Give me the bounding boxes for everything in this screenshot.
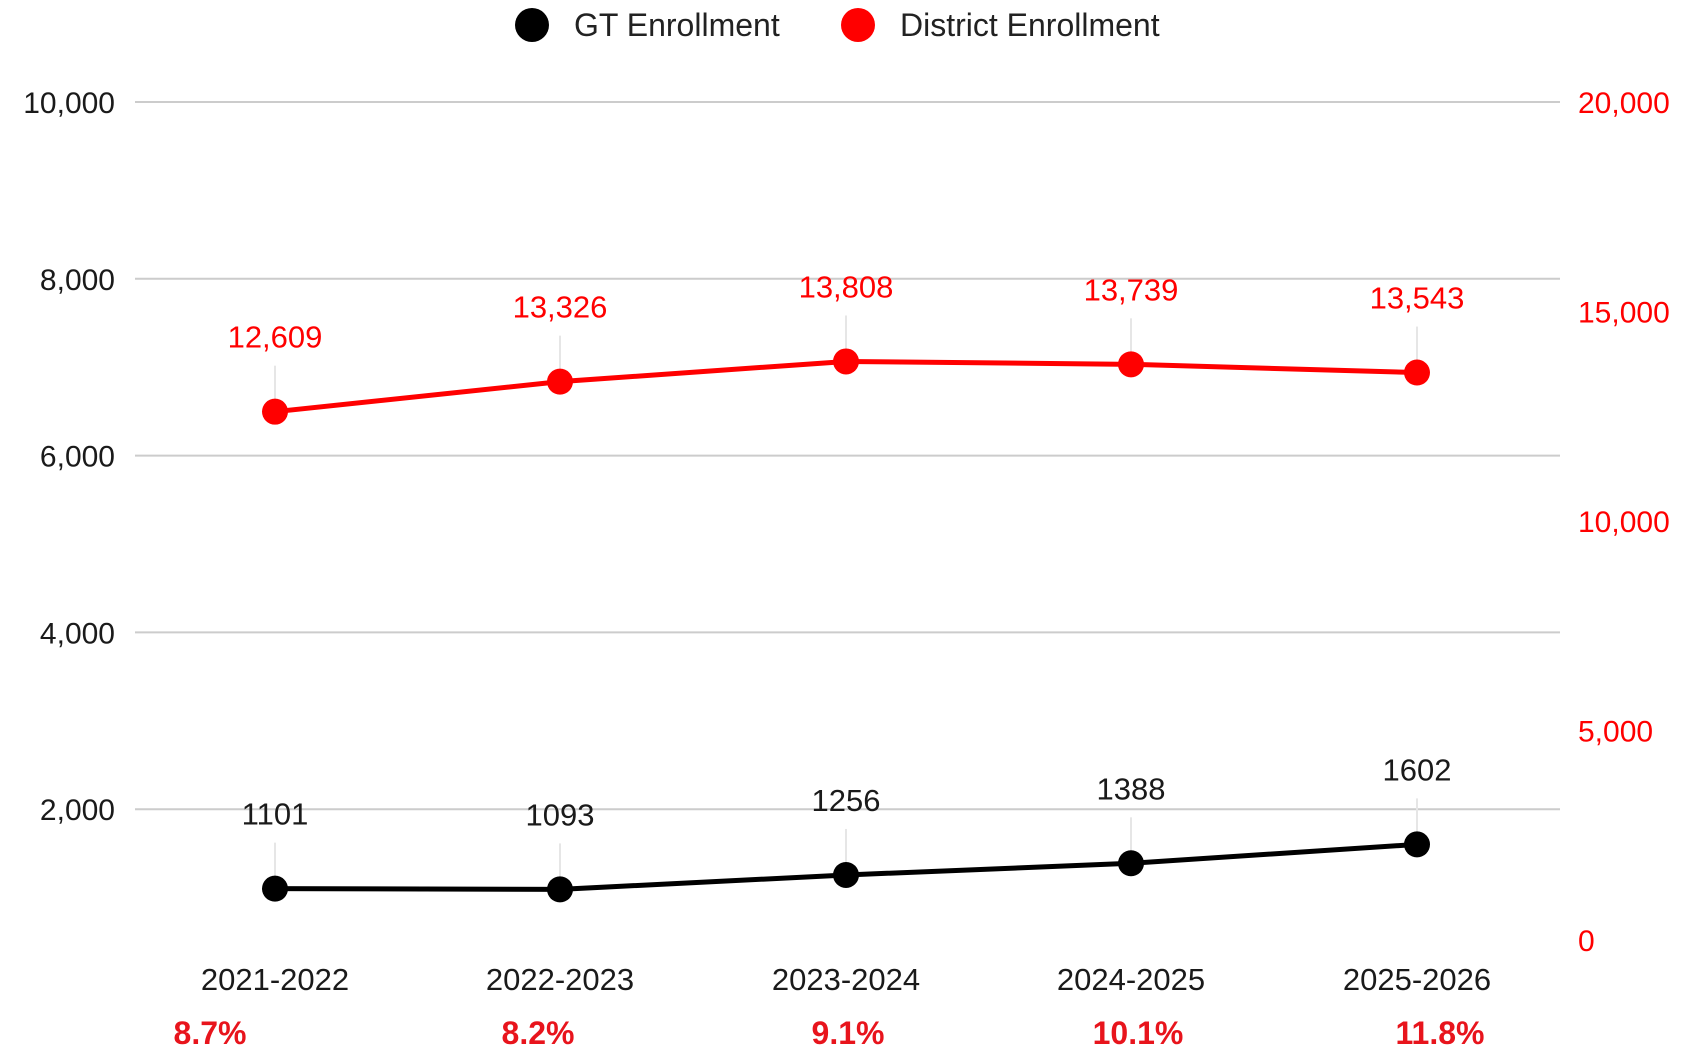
gridlines bbox=[135, 101, 1560, 811]
percent-label: 9.1% bbox=[812, 1015, 885, 1049]
data-point[interactable] bbox=[833, 348, 859, 375]
category-label: 2021-2022 bbox=[201, 962, 349, 997]
left-tick-label: 2,000 bbox=[40, 794, 115, 827]
x-axis: 2021-2022 2022-2023 2023-2024 2024-2025 2025… bbox=[201, 962, 1491, 997]
data-label: 1101 bbox=[242, 797, 309, 832]
data-label: 13,739 bbox=[1084, 272, 1179, 307]
left-tick-label: 4,000 bbox=[40, 617, 115, 650]
left-tick-label: 10,000 bbox=[23, 87, 115, 120]
label-leaders bbox=[274, 315, 1418, 882]
data-point[interactable] bbox=[547, 876, 573, 903]
legend-item[interactable]: GT Enrollment bbox=[515, 7, 780, 43]
data-labels: 1101 1093 1256 1388 1602 12,609 13,326 13,808 13… bbox=[228, 269, 1465, 832]
legend-item[interactable]: District Enrollment bbox=[841, 7, 1160, 43]
percent-row: 8.7% 8.2% 9.1% 10.1% 11.8% bbox=[174, 1015, 1485, 1049]
data-point[interactable] bbox=[1404, 359, 1430, 386]
data-point[interactable] bbox=[262, 875, 288, 902]
data-point[interactable] bbox=[833, 861, 859, 888]
category-label: 2022-2023 bbox=[486, 962, 634, 997]
legend-label: GT Enrollment bbox=[574, 7, 780, 43]
data-label: 13,543 bbox=[1370, 281, 1465, 316]
data-point[interactable] bbox=[547, 368, 573, 395]
data-point[interactable] bbox=[262, 398, 288, 425]
legend-label: District Enrollment bbox=[900, 7, 1160, 43]
right-tick-label: 5,000 bbox=[1578, 716, 1653, 749]
right-axis: 0 5,000 10,000 15,000 20,000 bbox=[1578, 87, 1670, 958]
right-tick-label: 15,000 bbox=[1578, 297, 1670, 330]
right-tick-label: 20,000 bbox=[1578, 87, 1670, 120]
legend-marker bbox=[515, 8, 549, 42]
data-point[interactable] bbox=[1118, 850, 1144, 877]
data-label: 1093 bbox=[526, 797, 595, 832]
right-tick-label: 10,000 bbox=[1578, 506, 1670, 539]
data-label: 1256 bbox=[812, 783, 881, 818]
series-layer bbox=[262, 348, 1430, 903]
data-label: 12,609 bbox=[228, 320, 323, 355]
category-label: 2025-2026 bbox=[1343, 962, 1491, 997]
category-label: 2023-2024 bbox=[772, 962, 920, 997]
data-label: 13,326 bbox=[513, 290, 608, 325]
data-label: 13,808 bbox=[799, 269, 894, 304]
left-tick-label: 6,000 bbox=[40, 441, 115, 474]
left-axis: 2,000 4,000 6,000 8,000 10,000 bbox=[23, 87, 115, 827]
percent-label: 11.8% bbox=[1396, 1015, 1485, 1049]
right-tick-label: 0 bbox=[1578, 925, 1595, 958]
left-tick-label: 8,000 bbox=[40, 264, 115, 297]
data-label: 1602 bbox=[1383, 752, 1452, 787]
legend-marker bbox=[841, 8, 875, 42]
percent-label: 8.2% bbox=[502, 1015, 575, 1049]
percent-label: 10.1% bbox=[1093, 1015, 1184, 1049]
data-point[interactable] bbox=[1404, 831, 1430, 858]
data-point[interactable] bbox=[1118, 351, 1144, 378]
legend[interactable]: GT Enrollment District Enrollment bbox=[515, 7, 1160, 43]
category-label: 2024-2025 bbox=[1057, 962, 1205, 997]
data-label: 1388 bbox=[1097, 771, 1166, 806]
percent-label: 8.7% bbox=[174, 1015, 247, 1049]
